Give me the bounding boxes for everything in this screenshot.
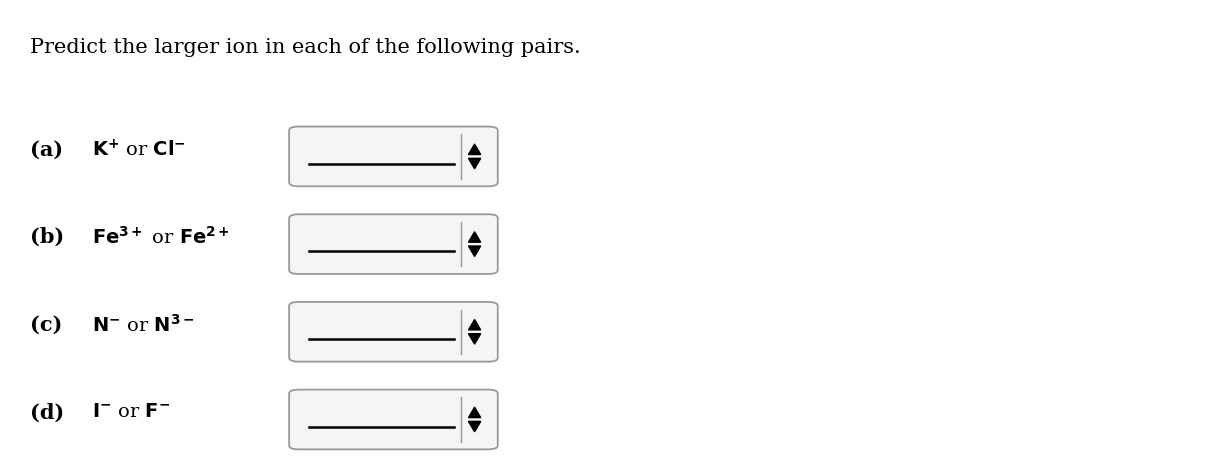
Text: (b): (b)	[30, 227, 65, 247]
FancyBboxPatch shape	[289, 127, 498, 186]
Polygon shape	[468, 421, 481, 432]
Polygon shape	[468, 144, 481, 155]
Text: (a): (a)	[30, 139, 63, 159]
Text: $\mathbf{K^{+}}$ or $\mathbf{Cl^{-}}$: $\mathbf{K^{+}}$ or $\mathbf{Cl^{-}}$	[92, 139, 185, 160]
Polygon shape	[468, 232, 481, 242]
Text: (d): (d)	[30, 402, 65, 422]
Polygon shape	[468, 319, 481, 330]
Text: $\mathbf{Fe^{3+}}$ or $\mathbf{Fe^{2+}}$: $\mathbf{Fe^{3+}}$ or $\mathbf{Fe^{2+}}$	[92, 226, 229, 248]
Polygon shape	[468, 158, 481, 169]
Text: $\mathbf{I^{-}}$ or $\mathbf{F^{-}}$: $\mathbf{I^{-}}$ or $\mathbf{F^{-}}$	[92, 403, 170, 421]
Polygon shape	[468, 334, 481, 344]
FancyBboxPatch shape	[289, 302, 498, 362]
Text: (c): (c)	[30, 315, 63, 335]
FancyBboxPatch shape	[289, 390, 498, 449]
Text: $\mathbf{N^{-}}$ or $\mathbf{N^{3-}}$: $\mathbf{N^{-}}$ or $\mathbf{N^{3-}}$	[92, 314, 194, 336]
FancyBboxPatch shape	[289, 214, 498, 274]
Polygon shape	[468, 246, 481, 256]
Polygon shape	[468, 407, 481, 418]
Text: Predict the larger ion in each of the following pairs.: Predict the larger ion in each of the fo…	[30, 38, 581, 57]
